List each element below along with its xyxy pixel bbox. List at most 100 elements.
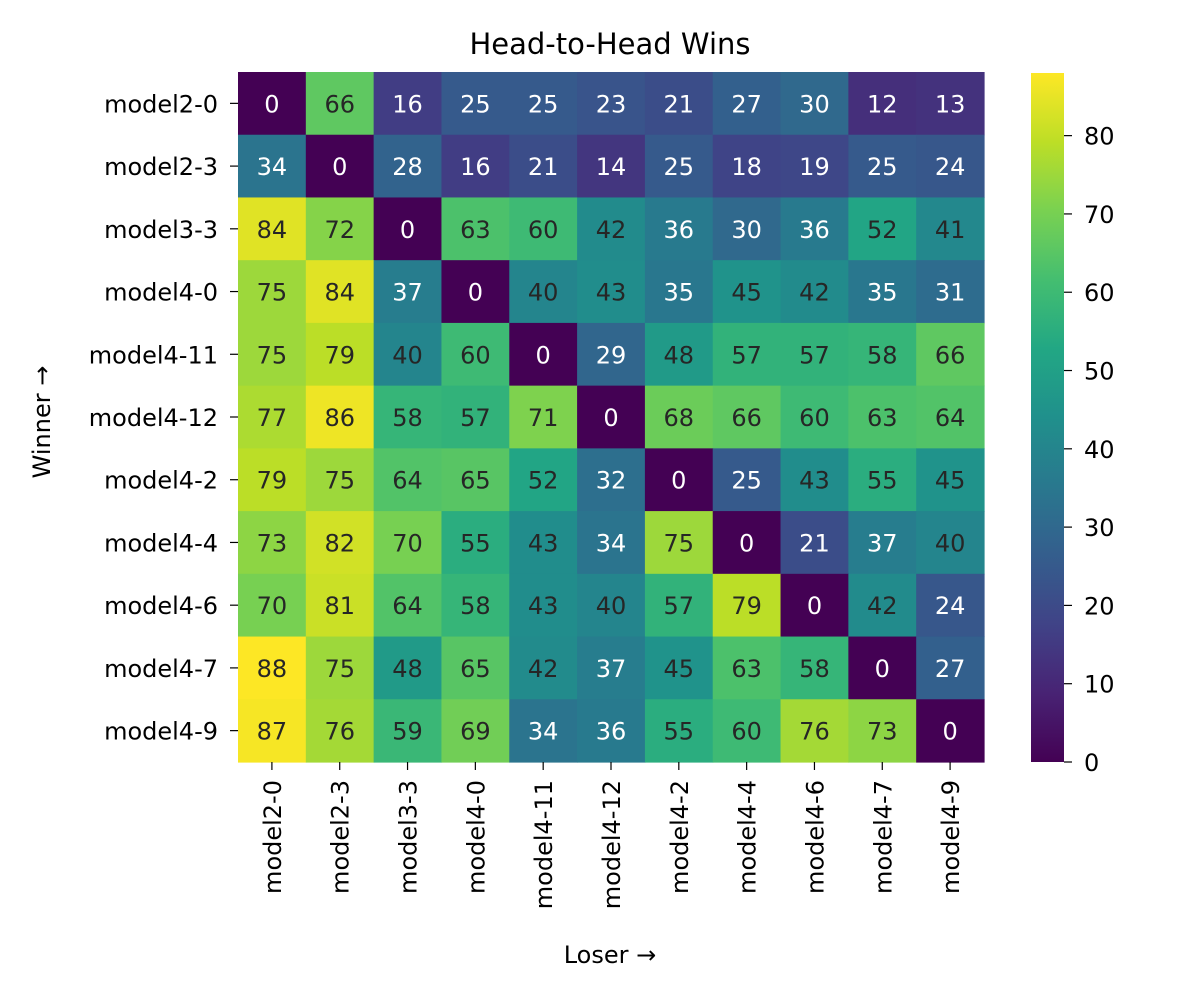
- heatmap-cell: [373, 260, 443, 324]
- heatmap-cell: [712, 197, 782, 261]
- cell-value-label: 57: [664, 592, 695, 620]
- cell-value-label: 64: [392, 467, 423, 495]
- heatmap-cell: [848, 448, 917, 512]
- heatmap-cell: [509, 511, 578, 575]
- heatmap-cell: [712, 385, 782, 449]
- cell-value-label: 42: [799, 279, 830, 307]
- heatmap-cell: [848, 197, 917, 261]
- heatmap-cell: [577, 636, 646, 700]
- cell-value-label: 41: [935, 216, 966, 244]
- cell-value-label: 75: [324, 467, 355, 495]
- cell-value-label: 58: [460, 592, 491, 620]
- cell-value-label: 0: [468, 279, 483, 307]
- cell-value-label: 30: [799, 90, 830, 118]
- heatmap-cell: [238, 511, 307, 575]
- heatmap-cell: [916, 448, 985, 512]
- heatmap-cell: [238, 134, 307, 199]
- heatmap-cell: [916, 511, 985, 575]
- heatmap-cell: [644, 322, 714, 387]
- heatmap-cell: [509, 322, 578, 387]
- cell-value-label: 76: [799, 718, 830, 746]
- colorbar-tick-label: 50: [1084, 358, 1115, 386]
- heatmap-cell: [509, 72, 578, 136]
- cell-value-label: 0: [400, 216, 415, 244]
- heatmap-cell: [916, 385, 985, 449]
- x-tick-label: model4-7: [869, 780, 897, 894]
- x-tick-labels: model2-0 model2-3 model3-3 model4-0 model4-1…: [259, 762, 965, 909]
- heatmap-cell: [644, 511, 714, 575]
- heatmap-cell: [238, 448, 307, 512]
- heatmap-cell: [712, 573, 782, 638]
- y-tick-label: model4-11: [89, 341, 218, 369]
- heatmap-cell: [509, 699, 578, 763]
- cell-value-label: 73: [867, 718, 898, 746]
- cell-value-label: 63: [460, 216, 491, 244]
- heatmap-cell: [848, 573, 917, 638]
- cell-value-label: 0: [739, 529, 754, 557]
- heatmap-cell: [373, 636, 443, 700]
- cell-value-label: 57: [731, 341, 762, 369]
- heatmap-cell: [373, 197, 443, 261]
- cell-value-label: 0: [264, 90, 279, 118]
- heatmap-cell: [644, 260, 714, 324]
- cell-value-label: 21: [799, 529, 830, 557]
- chart-title: Head-to-Head Wins: [469, 27, 750, 61]
- cell-value-label: 21: [528, 153, 559, 181]
- heatmap-cell: [577, 322, 646, 387]
- cell-value-label: 57: [460, 404, 491, 432]
- heatmap-cell: [238, 197, 307, 261]
- heatmap-cell: [509, 636, 578, 700]
- cell-value-label: 65: [460, 467, 491, 495]
- heatmap-cell: [780, 322, 849, 387]
- heatmap-cell: [441, 511, 510, 575]
- heatmap-cell: [712, 511, 782, 575]
- cell-value-label: 42: [867, 592, 898, 620]
- heatmap-cell: [916, 134, 985, 199]
- heatmap-cell: [780, 511, 849, 575]
- heatmap-cell: [509, 448, 578, 512]
- cell-value-label: 27: [731, 90, 762, 118]
- cell-value-label: 68: [664, 404, 695, 432]
- cell-value-label: 24: [935, 153, 966, 181]
- cell-value-label: 45: [664, 655, 695, 683]
- cell-value-label: 18: [731, 153, 762, 181]
- heatmap-cell: [373, 448, 443, 512]
- heatmap-cell: [441, 636, 510, 700]
- heatmap-cell: [238, 699, 307, 763]
- cell-value-label: 29: [596, 341, 627, 369]
- cell-value-label: 76: [324, 718, 355, 746]
- heatmap-cell: [305, 134, 375, 199]
- cell-value-label: 28: [392, 153, 423, 181]
- heatmap-cell: [780, 636, 849, 700]
- cell-value-label: 40: [935, 529, 966, 557]
- cell-value-label: 73: [257, 529, 288, 557]
- cell-value-label: 79: [257, 467, 288, 495]
- colorbar: 0 10 20 30 40 50 60 70 80: [1031, 73, 1115, 777]
- cell-value-label: 25: [664, 153, 695, 181]
- heatmap-cell: [305, 699, 375, 763]
- cell-value-label: 65: [460, 655, 491, 683]
- x-tick-label: model4-9: [937, 780, 965, 894]
- heatmap-cell: [441, 134, 510, 199]
- heatmap-cell: [305, 72, 375, 136]
- cell-value-label: 31: [935, 279, 966, 307]
- heatmap-cell: [305, 385, 375, 449]
- heatmap-cell: [577, 197, 646, 261]
- cell-value-label: 60: [460, 341, 491, 369]
- heatmap-cell: [848, 636, 917, 700]
- x-tick-label: model2-3: [327, 780, 355, 894]
- cell-value-label: 35: [867, 279, 898, 307]
- heatmap-cell: [848, 511, 917, 575]
- y-tick-label: model4-12: [89, 404, 218, 432]
- heatmap-cell: [441, 72, 510, 136]
- cell-value-label: 66: [731, 404, 762, 432]
- heatmap-cell: [644, 197, 714, 261]
- x-tick-label: model3-3: [395, 780, 423, 894]
- cell-value-label: 48: [392, 655, 423, 683]
- cell-value-label: 40: [392, 341, 423, 369]
- heatmap-cell: [441, 260, 510, 324]
- heatmap-cell: [712, 448, 782, 512]
- x-tick-label: model4-12: [598, 780, 626, 909]
- cell-value-label: 19: [799, 153, 830, 181]
